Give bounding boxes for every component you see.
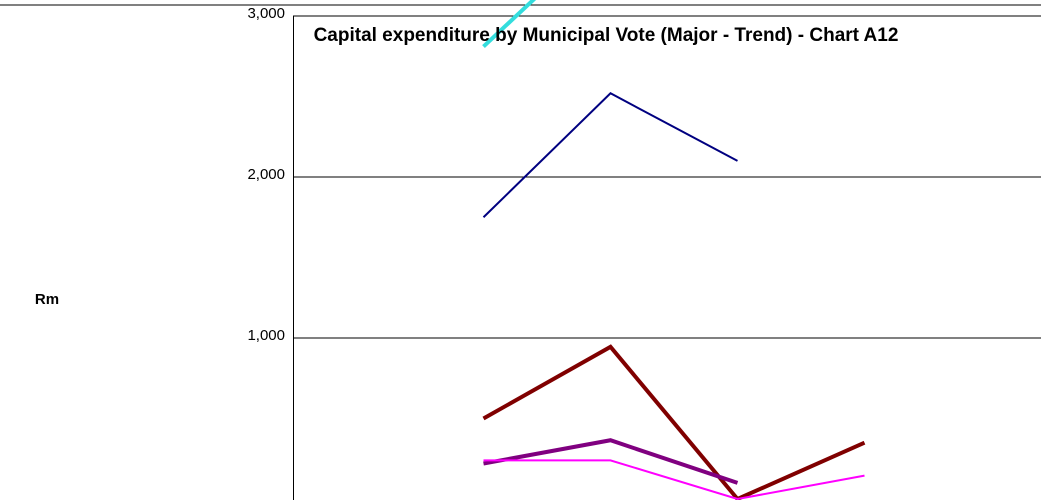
series-line <box>482 0 537 49</box>
grid <box>293 15 1041 339</box>
y-tick-label: 3,000 <box>247 5 285 22</box>
y-tick-label: 2,000 <box>247 166 285 183</box>
y-axis-title: Rm <box>35 291 59 308</box>
series-line <box>483 438 739 485</box>
series-line <box>482 344 866 500</box>
series-line <box>483 459 865 500</box>
series-line <box>482 92 738 218</box>
chart-title: Capital expenditure by Municipal Vote (M… <box>314 25 899 46</box>
y-tick-label: 1,000 <box>247 327 285 344</box>
plot-area <box>482 0 866 500</box>
